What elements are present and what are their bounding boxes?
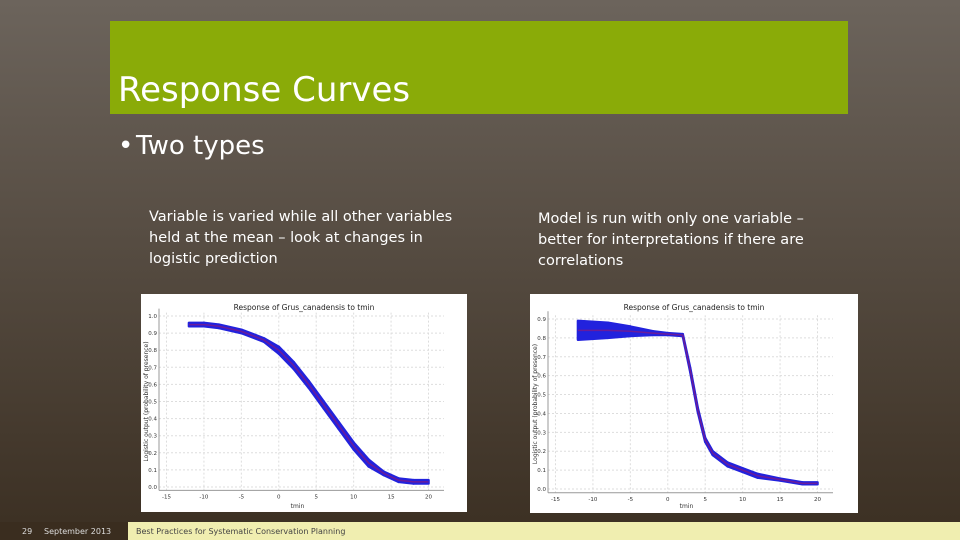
y-tick-label: 0.6 xyxy=(148,382,157,388)
y-tick-label: 1.0 xyxy=(148,314,157,320)
caption-line: logistic prediction xyxy=(149,251,278,267)
x-tick-label: 10 xyxy=(350,494,357,500)
x-axis-label: tmin xyxy=(291,503,305,510)
x-tick-label: -10 xyxy=(199,494,208,500)
x-tick-label: 5 xyxy=(314,494,318,500)
bullet-text: Two types xyxy=(135,131,265,161)
y-tick-label: 0.4 xyxy=(148,417,157,423)
footer-left xyxy=(0,522,128,540)
x-tick-label: 0 xyxy=(666,497,670,503)
caption-line: Model is run with only one variable – xyxy=(538,211,804,227)
y-tick-label: 0.3 xyxy=(148,434,157,440)
x-axis-label: tmin xyxy=(680,503,694,510)
response-line xyxy=(577,329,818,485)
bullet-symbol: • xyxy=(118,131,133,161)
page-number: 29 xyxy=(22,527,32,536)
footer-course: Best Practices for Systematic Conservati… xyxy=(136,527,345,536)
chart: Response of Grus_canadensis to tmin tmin L… xyxy=(530,294,858,513)
x-tick-label: 15 xyxy=(388,494,395,500)
y-tick-label: 0.9 xyxy=(537,317,546,323)
footer-date: September 2013 xyxy=(44,527,111,536)
y-tick-label: 0.1 xyxy=(148,468,157,474)
x-tick-label: 5 xyxy=(703,497,707,503)
y-tick-label: 0.0 xyxy=(148,485,157,491)
x-tick-label: -5 xyxy=(239,494,245,500)
caption-line: better for interpretations if there are xyxy=(538,232,804,248)
caption-line: correlations xyxy=(538,253,623,269)
x-tick-label: 10 xyxy=(739,497,746,503)
y-axis-label: Logistic output (probability of presence… xyxy=(532,344,539,464)
caption-line: Variable is varied while all other varia… xyxy=(149,209,452,225)
x-tick-label: 20 xyxy=(814,497,821,503)
y-tick-label: 0.8 xyxy=(148,348,157,354)
y-tick-label: 0.3 xyxy=(537,430,546,436)
y-tick-label: 0.4 xyxy=(537,411,546,417)
y-tick-label: 0.0 xyxy=(537,487,546,493)
y-axis-label: Logistic output (probability of presence… xyxy=(143,341,150,461)
y-tick-label: 0.2 xyxy=(537,449,546,455)
chart-background xyxy=(141,294,467,512)
title-bar xyxy=(110,21,848,114)
x-tick-label: -10 xyxy=(588,497,597,503)
x-tick-label: 15 xyxy=(777,497,784,503)
x-tick-label: -15 xyxy=(162,494,171,500)
footer-bar xyxy=(128,522,960,540)
y-tick-label: 0.6 xyxy=(537,374,546,380)
y-tick-label: 0.1 xyxy=(537,468,546,474)
y-tick-label: 0.8 xyxy=(537,336,546,342)
caption-line: held at the mean – look at changes in xyxy=(149,230,423,246)
chart-title: Response of Grus_canadensis to tmin xyxy=(234,303,375,312)
x-tick-label: 0 xyxy=(277,494,281,500)
y-tick-label: 0.5 xyxy=(537,393,546,399)
response-line xyxy=(188,323,429,483)
x-tick-label: -15 xyxy=(551,497,560,503)
y-tick-label: 0.7 xyxy=(537,355,546,361)
y-tick-label: 0.2 xyxy=(148,451,157,457)
slide-title: Response Curves xyxy=(118,70,410,110)
x-tick-label: 20 xyxy=(425,494,432,500)
chart-title: Response of Grus_canadensis to tmin xyxy=(624,303,765,312)
y-tick-label: 0.7 xyxy=(148,365,157,371)
chart: Response of Grus_canadensis to tmin tmin L… xyxy=(141,294,467,512)
y-tick-label: 0.9 xyxy=(148,331,157,337)
y-tick-label: 0.5 xyxy=(148,400,157,406)
x-tick-label: -5 xyxy=(628,497,634,503)
